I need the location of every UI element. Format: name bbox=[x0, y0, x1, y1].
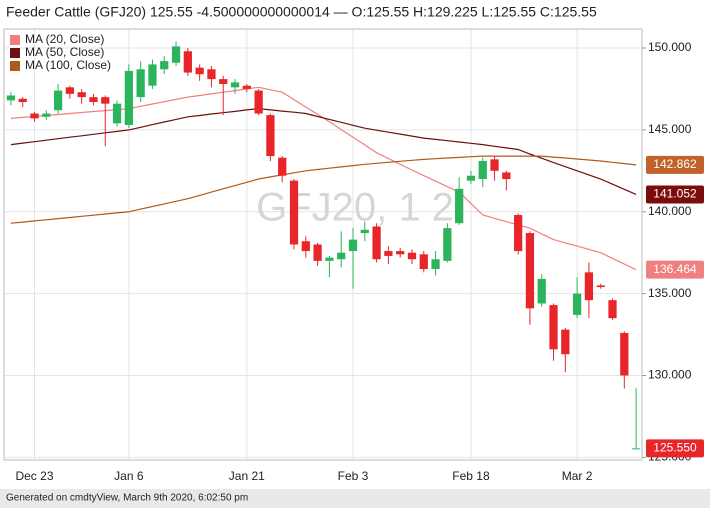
candle-body bbox=[561, 329, 570, 355]
price-tag bbox=[646, 260, 704, 279]
candle-body bbox=[466, 175, 476, 181]
candle-body bbox=[455, 188, 464, 224]
candle-body bbox=[148, 64, 157, 86]
candle-body bbox=[537, 278, 546, 304]
candle-body bbox=[443, 228, 452, 261]
candle-body bbox=[42, 113, 51, 117]
candle-body bbox=[337, 252, 346, 260]
x-tick-label: Jan 6 bbox=[114, 469, 144, 483]
candle-body bbox=[584, 272, 594, 301]
candle-body bbox=[348, 239, 358, 252]
y-tick-label: 130.000 bbox=[648, 368, 692, 382]
y-tick-label: 145.000 bbox=[648, 122, 692, 136]
candle-body bbox=[219, 79, 228, 85]
watermark: GFJ20, 1 2 bbox=[256, 186, 454, 230]
candle-body bbox=[6, 95, 16, 101]
price-tag-label: 142.862 bbox=[653, 157, 697, 171]
candle-body bbox=[407, 252, 417, 260]
y-tick-label: 135.000 bbox=[648, 286, 692, 300]
candle-body bbox=[242, 85, 251, 89]
plot-frame bbox=[3, 28, 643, 461]
candle-body bbox=[596, 285, 605, 288]
chart-title: Feeder Cattle (GFJ20) 125.55 -4.50000000… bbox=[6, 4, 597, 20]
candle-body bbox=[384, 251, 393, 256]
candle-body bbox=[230, 82, 240, 88]
legend: MA (20, Close)MA (50, Close)MA (100, Clo… bbox=[10, 32, 111, 72]
candle-body bbox=[514, 215, 523, 252]
candle-body bbox=[608, 300, 617, 319]
candle-body bbox=[124, 70, 133, 125]
candle-body bbox=[325, 257, 334, 261]
footer: Generated on cmdtyView, March 9th 2020, … bbox=[6, 493, 248, 504]
y-tick-label: 140.000 bbox=[648, 204, 692, 218]
candle-body bbox=[431, 259, 440, 270]
x-tick-label: Feb 3 bbox=[338, 469, 369, 483]
candle-body bbox=[620, 332, 629, 376]
close-tag-label: 125.550 bbox=[653, 441, 697, 455]
candle-body bbox=[65, 87, 75, 94]
legend-swatch bbox=[10, 61, 20, 71]
candle-body bbox=[525, 233, 535, 309]
candle-body bbox=[289, 180, 299, 245]
candle-body bbox=[502, 172, 511, 180]
candle-body bbox=[136, 69, 145, 98]
candle-body bbox=[195, 67, 204, 75]
candle-body bbox=[572, 293, 582, 315]
x-tick-label: Feb 18 bbox=[452, 469, 490, 483]
candle-body bbox=[18, 98, 27, 103]
candle-body bbox=[254, 90, 263, 114]
footer-bar bbox=[0, 489, 710, 508]
price-tag bbox=[646, 155, 704, 174]
candle-body bbox=[266, 115, 275, 157]
candle-body bbox=[372, 226, 381, 260]
legend-label: MA (20, Close) bbox=[25, 32, 104, 46]
candle-body bbox=[313, 244, 322, 261]
legend-swatch bbox=[10, 48, 20, 58]
price-tag-label: 136.464 bbox=[653, 262, 697, 276]
candle-body bbox=[360, 229, 369, 234]
candle-body bbox=[631, 448, 641, 450]
ma-line bbox=[10, 107, 637, 196]
candle-body bbox=[77, 92, 86, 98]
axes: 125.000130.000135.000140.000145.000150.0… bbox=[15, 40, 704, 483]
candles bbox=[6, 41, 641, 450]
price-tag-label: 141.052 bbox=[653, 187, 697, 201]
candle-body bbox=[160, 61, 169, 70]
candle-body bbox=[490, 159, 499, 171]
candle-body bbox=[183, 51, 192, 73]
candle-body bbox=[53, 90, 63, 111]
candle-body bbox=[301, 241, 310, 252]
candle-body bbox=[478, 160, 487, 180]
candle-body bbox=[89, 97, 98, 103]
x-tick-label: Jan 21 bbox=[229, 469, 265, 483]
candle-body bbox=[171, 46, 181, 63]
y-tick-label: 150.000 bbox=[648, 40, 692, 54]
candle-body bbox=[101, 97, 110, 104]
x-tick-label: Dec 23 bbox=[15, 469, 53, 483]
price-tag bbox=[646, 185, 704, 204]
candle-body bbox=[419, 254, 428, 270]
candle-body bbox=[112, 103, 122, 124]
candle-body bbox=[396, 251, 405, 255]
legend-swatch bbox=[10, 35, 20, 45]
legend-label: MA (100, Close) bbox=[25, 58, 111, 72]
legend-label: MA (50, Close) bbox=[25, 45, 104, 59]
candle-body bbox=[278, 157, 287, 176]
close-tag bbox=[646, 439, 704, 458]
candle-body bbox=[30, 113, 39, 119]
candle-body bbox=[549, 305, 558, 350]
x-tick-label: Mar 2 bbox=[562, 469, 593, 483]
candle-body bbox=[207, 69, 216, 80]
ma-line bbox=[10, 155, 637, 224]
